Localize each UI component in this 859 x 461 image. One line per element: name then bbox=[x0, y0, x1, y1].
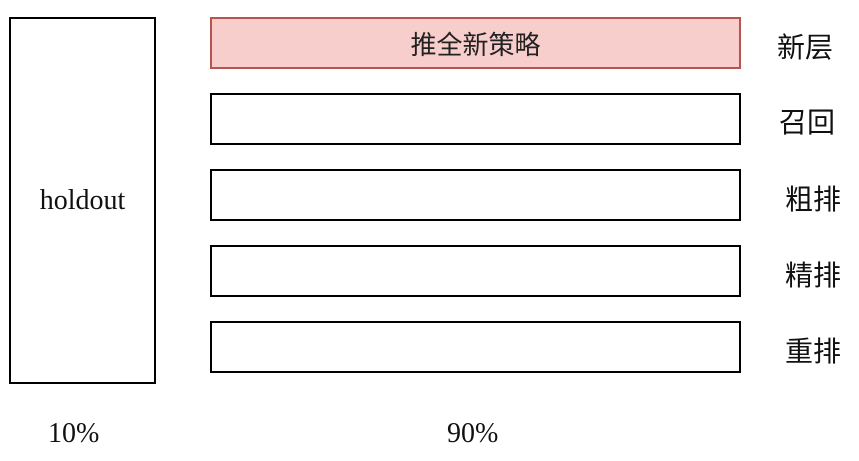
side-label-rerank: 重排 bbox=[785, 335, 842, 368]
experiment-percent: 90% bbox=[447, 418, 499, 449]
side-label-new-layer: 新层 bbox=[777, 31, 834, 64]
layer-rerank bbox=[210, 321, 741, 373]
layer-fine-rank bbox=[210, 245, 741, 297]
layer-coarse-rank bbox=[210, 169, 741, 221]
side-label-fine-rank: 精排 bbox=[785, 259, 842, 292]
layer-new: 推全新策略 bbox=[210, 17, 741, 69]
side-label-coarse-rank: 粗排 bbox=[785, 183, 842, 216]
holdout-percent: 10% bbox=[48, 418, 100, 449]
holdout-bucket: holdout bbox=[9, 17, 156, 384]
holdout-label: holdout bbox=[39, 184, 126, 216]
layer-new-content: 推全新策略 bbox=[410, 30, 541, 61]
layer-recall bbox=[210, 93, 741, 145]
side-label-recall: 召回 bbox=[779, 106, 836, 139]
